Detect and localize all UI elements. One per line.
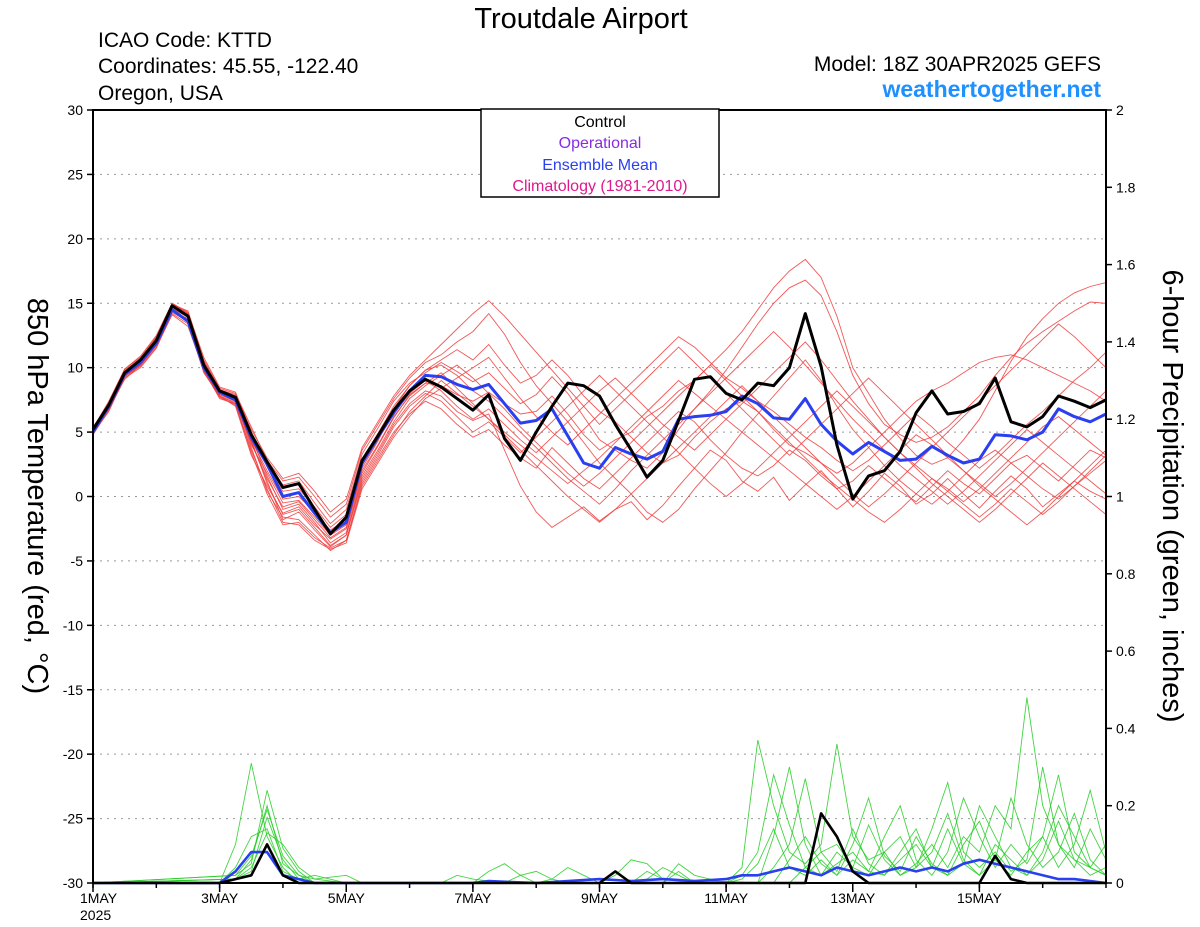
model-run: Model: 18Z 30APR2025 GEFS <box>814 53 1101 76</box>
chart-title: Troutdale Airport <box>474 3 687 35</box>
temp-member-line <box>92 311 1107 544</box>
legend-climatology: Climatology (1981-2010) <box>512 178 687 195</box>
temp-member-line <box>92 312 1107 550</box>
y-tick-label: 0 <box>75 489 83 505</box>
y2-tick-label: 2 <box>1116 102 1124 118</box>
x-tick-label: 3MAY <box>201 890 239 906</box>
precip-member-line <box>92 804 1107 884</box>
x-tick-sublabel: 2025 <box>80 907 111 923</box>
y2-tick-label: 1.6 <box>1116 257 1136 273</box>
precip-member-line <box>92 766 1107 884</box>
x-tick-label: 5MAY <box>328 890 366 906</box>
axes-layer: 302520151050-5-10-15-20-25-3021.81.61.41… <box>63 102 1136 923</box>
control-temp-line <box>91 304 1107 536</box>
y-tick-label: -20 <box>63 746 83 762</box>
region: Oregon, USA <box>98 82 223 105</box>
precip-member-line <box>93 697 1107 884</box>
y2-tick-label: 0.8 <box>1116 566 1136 582</box>
coordinates: Coordinates: 45.55, -122.40 <box>98 55 358 78</box>
ensemble-precip-members <box>92 697 1107 884</box>
x-tick-label: 13MAY <box>830 890 876 906</box>
legend-operational: Operational <box>559 135 642 152</box>
y2-tick-label: 0.4 <box>1116 720 1136 736</box>
precip-member-line <box>93 788 1107 884</box>
y-tick-label: -5 <box>71 553 84 569</box>
y2-tick-label: 1.4 <box>1116 334 1136 350</box>
x-tick-label: 1MAY <box>80 890 118 906</box>
y-tick-label: 25 <box>67 166 83 182</box>
precip-member-line <box>92 766 1107 884</box>
legend-control: Control <box>574 114 626 131</box>
gridlines <box>93 173 1106 820</box>
y2-tick-label: 0.2 <box>1116 798 1136 814</box>
precip-member-line <box>92 804 1107 884</box>
x-tick-label: 15MAY <box>957 890 1003 906</box>
y-tick-label: 10 <box>67 360 83 376</box>
y2-tick-label: 0 <box>1116 875 1124 891</box>
site-link[interactable]: weathertogether.net <box>881 76 1101 102</box>
icao-code: ICAO Code: KTTD <box>98 29 272 52</box>
y-axis-label: 850 hPa Temperature (red, °C) <box>21 298 53 694</box>
x-tick-label: 9MAY <box>581 890 619 906</box>
y-tick-label: -25 <box>63 811 83 827</box>
y2-tick-label: 1.8 <box>1116 179 1136 195</box>
y-tick-label: 15 <box>67 295 83 311</box>
y2-axis-label: 6-hour Precipitation (green, inches) <box>1156 270 1188 723</box>
y2-tick-label: 1.2 <box>1116 411 1136 427</box>
temp-member-line <box>92 279 1107 525</box>
y-tick-label: -15 <box>63 682 83 698</box>
y2-tick-label: 0.6 <box>1116 643 1136 659</box>
temp-member-line <box>92 307 1107 531</box>
legend-box <box>480 108 720 198</box>
x-tick-label: 7MAY <box>454 890 492 906</box>
y2-tick-label: 1 <box>1116 489 1124 505</box>
y-tick-label: 20 <box>67 231 83 247</box>
series-layer <box>91 258 1107 885</box>
legend-ensemble-mean: Ensemble Mean <box>542 157 658 174</box>
temp-member-line <box>92 300 1107 526</box>
temp-member-line <box>92 309 1107 547</box>
temp-member-line <box>92 305 1107 539</box>
legend: Control Operational Ensemble Mean Climat… <box>480 108 720 198</box>
x-tick-label: 11MAY <box>704 890 748 906</box>
y-tick-label: -10 <box>63 617 83 633</box>
y-tick-label: -30 <box>63 875 83 891</box>
y-tick-label: 30 <box>67 102 83 118</box>
y-tick-label: 5 <box>75 424 83 440</box>
mean-precip-line <box>93 850 1107 885</box>
